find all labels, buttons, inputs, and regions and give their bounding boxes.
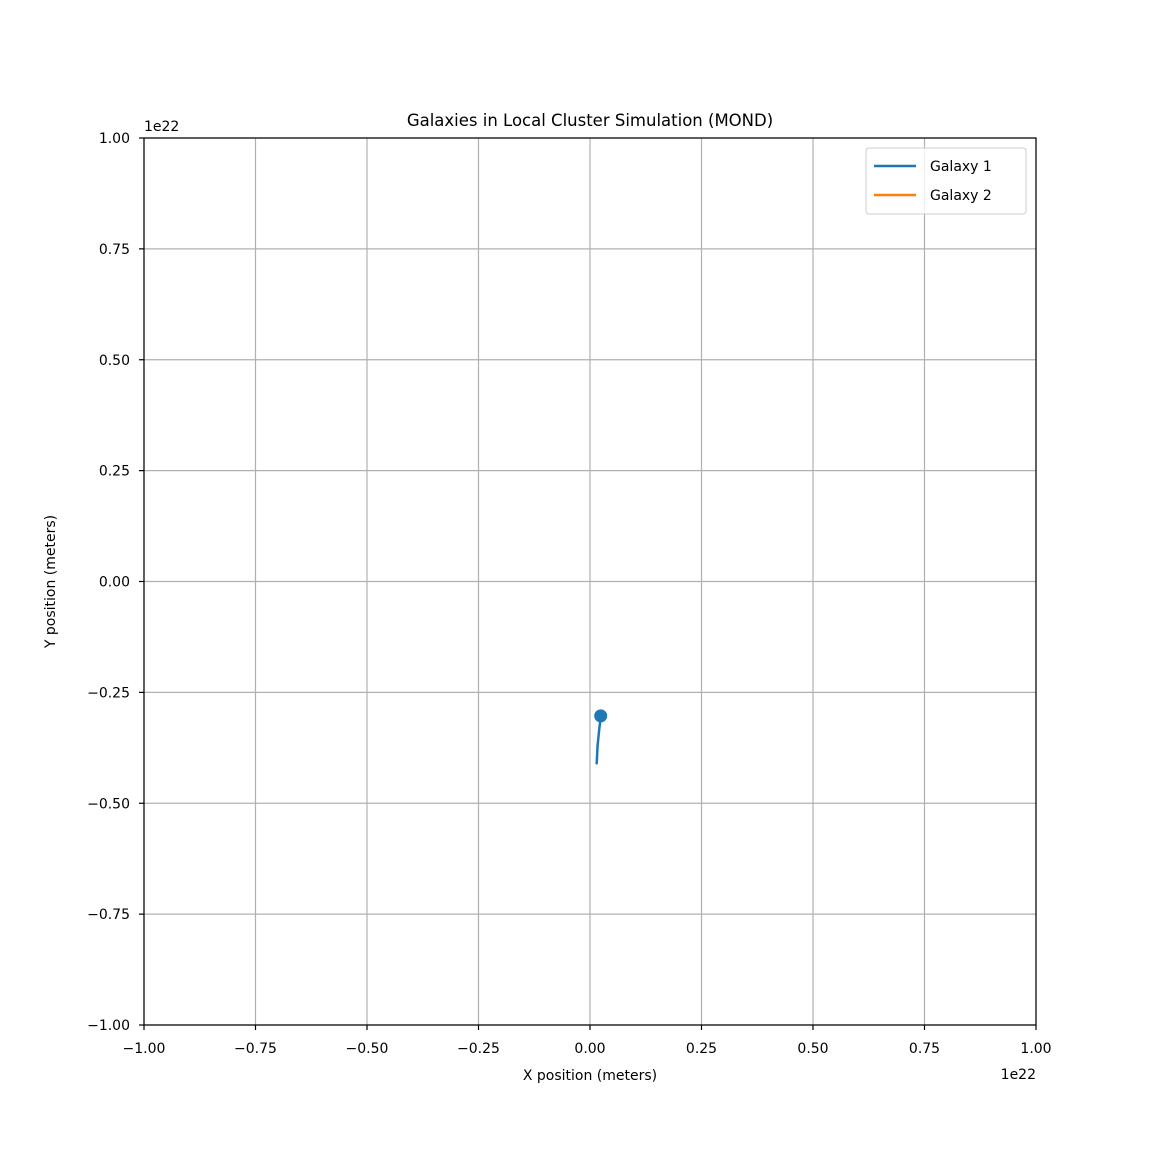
y-tick-label: −0.25 <box>87 685 130 701</box>
x-offset-label: 1e22 <box>1001 1067 1036 1083</box>
x-tick-label: −0.75 <box>234 1041 277 1057</box>
x-tick-label: −0.50 <box>346 1041 389 1057</box>
x-tick-label: 0.75 <box>909 1041 940 1057</box>
x-tick-label: −0.25 <box>457 1041 500 1057</box>
y-tick-label: 0.00 <box>99 575 130 591</box>
y-tick-label: 1.00 <box>99 131 130 147</box>
y-axis-label: Y position (meters) <box>43 515 59 649</box>
y-tick-label: 0.25 <box>99 464 130 480</box>
legend: Galaxy 1 Galaxy 2 <box>865 147 1027 215</box>
x-tick-label: 1.00 <box>1020 1041 1051 1057</box>
x-tick-label: 0.00 <box>574 1041 605 1057</box>
legend-label-1: Galaxy 1 <box>930 159 992 175</box>
x-tick-label: 0.50 <box>797 1041 828 1057</box>
x-axis-label: X position (meters) <box>523 1068 657 1084</box>
y-tick-label: −1.00 <box>87 1018 130 1034</box>
chart-title: Galaxies in Local Cluster Simulation (MO… <box>407 111 773 130</box>
y-offset-label: 1e22 <box>144 119 179 135</box>
x-tick-label: 0.25 <box>686 1041 717 1057</box>
tick-layer: −1.00 −0.75 −0.50 −0.25 0.00 0.25 0.50 0.75 1.00… <box>87 131 1051 1057</box>
y-tick-label: −0.50 <box>87 796 130 812</box>
legend-label-2: Galaxy 2 <box>930 188 992 204</box>
y-tick-label: 0.50 <box>99 353 130 369</box>
y-tick-label: 0.75 <box>99 242 130 258</box>
x-tick-label: −1.00 <box>123 1041 166 1057</box>
series-marker-1 <box>594 709 608 723</box>
data-layer <box>594 709 608 765</box>
legend-box <box>865 147 1027 215</box>
y-tick-label: −0.75 <box>87 907 130 923</box>
